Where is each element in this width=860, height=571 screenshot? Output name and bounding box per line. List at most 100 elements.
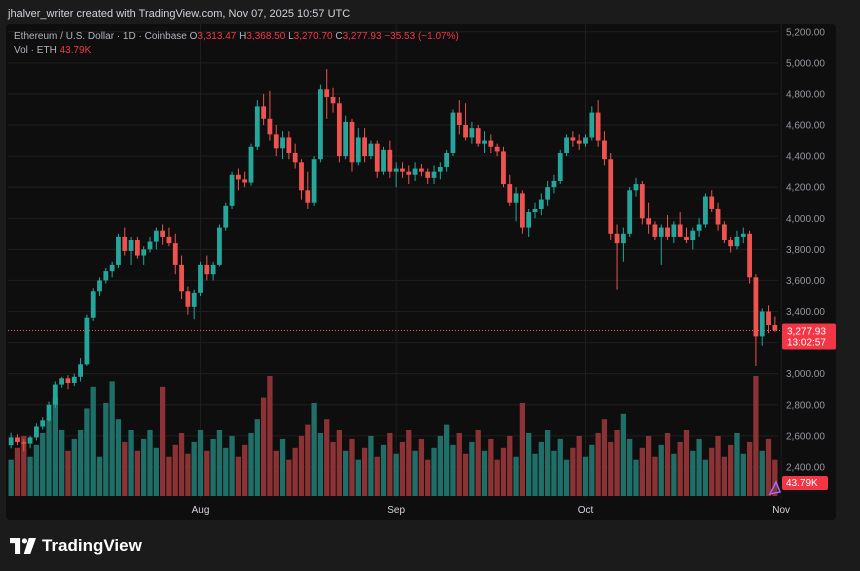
volume-bar [418, 438, 425, 496]
candle-body [400, 168, 405, 172]
volume-bar [223, 447, 229, 496]
candle-body [273, 134, 279, 149]
candle-body [583, 137, 588, 144]
candle-body [90, 291, 96, 318]
candle-body [677, 224, 683, 237]
candle-body [8, 437, 14, 446]
volume-bar [664, 432, 671, 496]
candle-body [709, 196, 715, 209]
chart-pane[interactable]: 5,200.00 5,000.00 4,800.00 4,600.00 4,400.00… [6, 24, 836, 520]
candle-body [286, 137, 292, 153]
x-tick-label: Oct [578, 505, 594, 516]
candle-body [362, 137, 367, 157]
candle-body [210, 264, 216, 275]
price-chart[interactable]: 5,200.00 5,000.00 4,800.00 4,600.00 4,400.00… [6, 24, 836, 520]
candle-body [570, 137, 576, 141]
volume-bar [513, 456, 519, 496]
candle-body [204, 264, 210, 275]
candle-body [122, 236, 128, 251]
candle-body [40, 420, 46, 427]
candle-body [772, 325, 778, 331]
volume-bar [456, 432, 462, 496]
candle-body [34, 426, 39, 438]
volume-bar [500, 447, 507, 496]
candle-body [690, 230, 696, 241]
volume-value: 43.79K [59, 45, 92, 56]
candle-body [564, 137, 569, 153]
volume-bar [159, 386, 166, 496]
volume-bar [84, 408, 90, 496]
volume-bar [387, 432, 393, 496]
candle-body [759, 311, 765, 337]
candle-body [103, 271, 109, 281]
volume-bar [734, 432, 740, 496]
volume-bar [702, 459, 709, 496]
candle-body [608, 159, 614, 234]
candle-body [15, 437, 20, 443]
candle-body [488, 140, 494, 147]
volume-bar [90, 386, 96, 496]
symbol-title[interactable]: Ethereum / U.S. Dollar · 1D · Coinbase [14, 31, 187, 42]
volume-bar [759, 450, 765, 496]
volume-bar [740, 453, 746, 496]
last-price-label: 3,277.93 [787, 326, 826, 337]
volume-bar [380, 444, 387, 496]
candle-body [381, 149, 386, 172]
volume-bar [690, 450, 696, 496]
candle-body [627, 190, 633, 234]
candle-body [248, 146, 254, 183]
volume-bar [601, 419, 608, 496]
candle-body [141, 249, 147, 256]
volume-bar [608, 441, 614, 496]
candle-body [614, 233, 620, 244]
volume-bar [141, 438, 147, 496]
candle-body [602, 140, 607, 160]
volume-bar [450, 444, 456, 496]
volume-bar [639, 447, 645, 496]
volume-bar [544, 430, 551, 496]
volume-bar [65, 450, 71, 496]
volume-bar [683, 430, 690, 496]
candle-body [52, 384, 58, 405]
candle-body [620, 233, 626, 244]
tradingview-logo[interactable]: TradingView [10, 536, 142, 556]
volume-bar [14, 447, 21, 496]
candle-body [551, 180, 557, 188]
volume-bar [317, 432, 324, 496]
ohlc-row: Ethereum / U.S. Dollar · 1D · Coinbase O… [14, 30, 459, 44]
candle-body [374, 143, 380, 172]
candle-body [419, 168, 424, 172]
candle-body [406, 171, 412, 175]
volume-bar [115, 419, 122, 496]
y-tick-label: 3,600.00 [786, 276, 825, 287]
low-value: 3,270.70 [293, 31, 333, 42]
candle-body [494, 146, 500, 152]
x-tick-label: Sep [387, 505, 405, 516]
candle-body [71, 376, 77, 383]
candle-body [684, 236, 689, 241]
volume-bar [557, 438, 563, 496]
volume-bar [582, 456, 589, 496]
close-label: C [335, 31, 343, 42]
y-tick-label: 5,200.00 [786, 27, 825, 38]
volume-bar [507, 435, 513, 496]
candle-body [387, 149, 393, 172]
candle-body [198, 264, 203, 293]
x-tick-label: Aug [192, 505, 210, 516]
candle-body [646, 218, 652, 225]
volume-bar [595, 432, 601, 496]
chart-caption: jhalver_writer created with TradingView.… [8, 8, 351, 20]
volume-bar [715, 435, 721, 496]
volume-bar [772, 459, 778, 496]
volume-bar [343, 450, 349, 496]
volume-badge-label: 43.79K [786, 478, 818, 489]
volume-bar [197, 430, 204, 496]
volume-bar [292, 447, 298, 496]
volume-bar [526, 432, 532, 496]
y-tick-label: 3,400.00 [786, 307, 825, 318]
volume-bar [652, 456, 658, 496]
volume-bar [475, 430, 481, 496]
y-tick-label: 4,000.00 [786, 214, 825, 225]
candle-body [633, 184, 639, 191]
candle-body [545, 187, 551, 200]
